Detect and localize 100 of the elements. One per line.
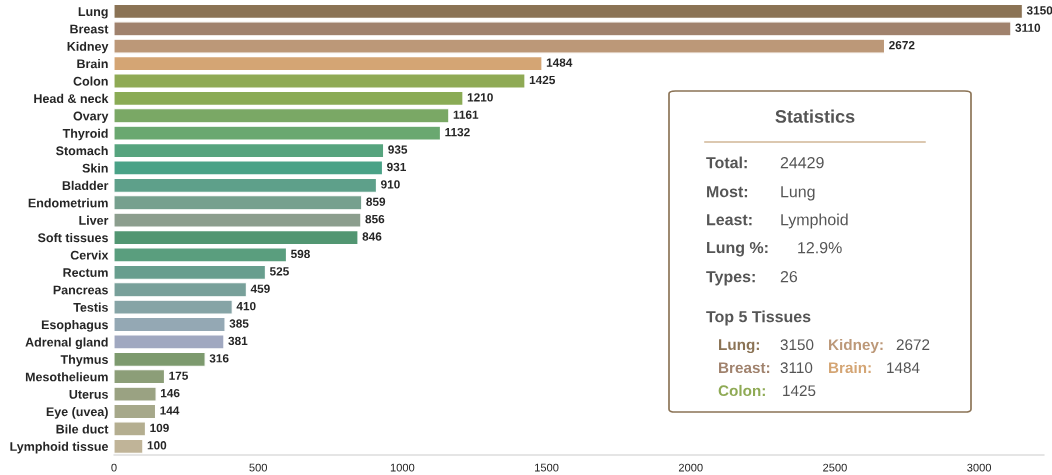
bar: [114, 212, 362, 228]
annotation: Kidney:: [829, 338, 883, 354]
data-label: 109: [150, 423, 169, 433]
y-tick-label: Soft tissues: [37, 233, 108, 243]
annotation: 3110: [780, 362, 813, 374]
y-tick-label: Skin: [82, 163, 108, 173]
annotation: Lung:: [719, 339, 759, 354]
annotation: Lymphoid: [781, 213, 848, 229]
bar: [114, 317, 226, 333]
bar: [114, 160, 384, 176]
data-label: 3110: [1015, 23, 1041, 32]
bar: [114, 369, 166, 385]
annotation: Types:: [706, 271, 755, 286]
y-tick-label: Colon: [73, 76, 108, 86]
data-label: 316: [209, 354, 229, 363]
bar: [114, 386, 157, 402]
bar: [114, 247, 288, 263]
y-tick-label: Adrenal gland: [25, 337, 108, 350]
y-tick-label: Bladder: [62, 180, 109, 191]
y-tick-label: Ovary: [73, 111, 109, 123]
y-tick-label: Breast: [70, 24, 109, 34]
annotation: 1484: [887, 362, 920, 374]
y-tick-label: Rectum: [63, 268, 108, 277]
bar: [114, 177, 377, 193]
x-tick-label: 1000: [390, 463, 415, 472]
annotation: Colon:: [718, 384, 765, 397]
annotation: Most:: [707, 186, 748, 198]
data-label: 525: [269, 267, 289, 276]
bar: [114, 21, 1012, 37]
y-tick-label: Cervix: [70, 250, 109, 260]
data-label: 146: [161, 388, 180, 398]
data-label: 410: [236, 301, 256, 311]
bar: [114, 230, 359, 246]
y-tick-label: Kidney: [67, 41, 109, 54]
y-tick-label: Thymus: [60, 354, 108, 367]
annotation: Lung %:: [707, 241, 768, 257]
bar: [114, 38, 886, 54]
bar: [114, 264, 266, 280]
y-tick-label: Head & neck: [34, 93, 109, 104]
bar: [114, 90, 464, 106]
bar: [114, 403, 157, 420]
annotation: Least:: [707, 214, 752, 226]
y-tick-label: Uterus: [69, 390, 108, 399]
annotation: 2672: [896, 339, 930, 351]
annotation: 24429: [780, 156, 824, 169]
data-label: 931: [387, 162, 407, 172]
data-label: 381: [228, 336, 248, 346]
x-tick-label: 500: [249, 463, 268, 472]
annotation: Lung: [781, 186, 815, 201]
bar: [114, 334, 225, 350]
y-tick-label: Brain: [77, 59, 108, 69]
annotation: 1425: [783, 385, 816, 397]
data-label: 935: [388, 145, 408, 154]
data-label: 3150: [1026, 6, 1052, 15]
data-label: 859: [366, 197, 386, 206]
y-tick-label: Pancreas: [53, 285, 108, 295]
data-label: 856: [365, 214, 385, 224]
x-tick-label: 1500: [535, 463, 559, 472]
data-label: 1132: [445, 127, 470, 137]
data-label: 910: [380, 180, 400, 189]
bar: [114, 143, 385, 159]
x-tick-label: 2500: [823, 463, 847, 472]
y-tick-label: Bile duct: [56, 424, 109, 434]
bar: [114, 56, 543, 72]
data-label: 459: [250, 284, 270, 293]
bar: [114, 351, 206, 367]
bar: [114, 299, 233, 315]
y-tick-label: Esophagus: [41, 320, 108, 332]
y-tick-label: Liver: [79, 215, 109, 225]
bar: [114, 195, 363, 211]
data-label: 1161: [453, 110, 479, 119]
y-tick-label: Endometrium: [28, 198, 108, 208]
y-tick-label: Mesothelieum: [25, 372, 108, 382]
y-tick-label: Lymphoid tissue: [10, 441, 109, 454]
y-tick-label: Stomach: [56, 146, 108, 156]
annotation: Top 5 Tissues: [706, 310, 811, 326]
bar: [114, 108, 450, 124]
data-label: 385: [229, 319, 249, 328]
data-label: 598: [290, 249, 310, 259]
data-label: 100: [147, 441, 167, 450]
x-tick-label: 2000: [678, 463, 703, 472]
x-tick-label: 0: [111, 463, 117, 472]
data-label: 144: [160, 406, 180, 415]
y-tick-label: Lung: [78, 7, 108, 19]
bar: [114, 438, 144, 454]
annotation: Brain:: [829, 361, 871, 374]
data-label: 2672: [889, 40, 915, 50]
annotation: 26: [780, 270, 798, 283]
bar: [114, 3, 1023, 19]
data-label: 1425: [529, 75, 556, 85]
bar: [114, 125, 441, 141]
bar: [114, 73, 526, 89]
annotation: 3150: [780, 339, 814, 351]
annotation: Statistics: [775, 109, 855, 123]
data-label: 1484: [546, 58, 573, 67]
y-tick-label: Thyroid: [62, 128, 108, 141]
annotation: 12.9%: [798, 241, 842, 254]
bar: [114, 282, 247, 298]
x-tick-label: 3000: [967, 463, 992, 472]
y-tick-label: Testis: [73, 302, 108, 312]
